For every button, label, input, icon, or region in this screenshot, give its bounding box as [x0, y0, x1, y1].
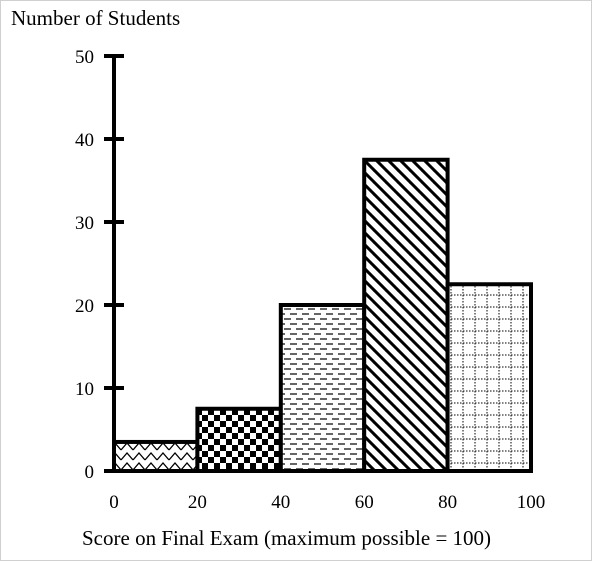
histogram-bar-20-40: [195, 406, 283, 473]
x-axis-label: Score on Final Exam (maximum possible = …: [82, 526, 491, 550]
x-tick-label: 100: [517, 492, 546, 513]
y-tick-label: 10: [75, 379, 94, 400]
histogram-bar-0-20: [112, 439, 200, 474]
x-tick-label: 0: [109, 492, 119, 513]
x-tick-label: 80: [438, 492, 457, 513]
histogram-bar-80-100: [445, 282, 534, 473]
x-tick-label: 40: [271, 492, 290, 513]
y-tick-label: 0: [85, 462, 95, 483]
histogram-bar-40-60: [278, 303, 367, 473]
y-axis-label: Number of Students: [11, 6, 180, 30]
bars-group: [112, 157, 534, 474]
y-tick-label: 30: [75, 213, 94, 234]
histogram-bar-60-80: [362, 157, 450, 473]
x-tick-label: 20: [188, 492, 207, 513]
y-tick-label: 20: [75, 296, 94, 317]
y-tick-label: 50: [75, 47, 94, 68]
axes-group: [112, 56, 533, 473]
y-tick-label: 40: [75, 130, 94, 151]
ticks-group: 0 10 20 30 40 50 0 20 40 60 80 100: [75, 47, 545, 513]
x-tick-label: 60: [355, 492, 374, 513]
